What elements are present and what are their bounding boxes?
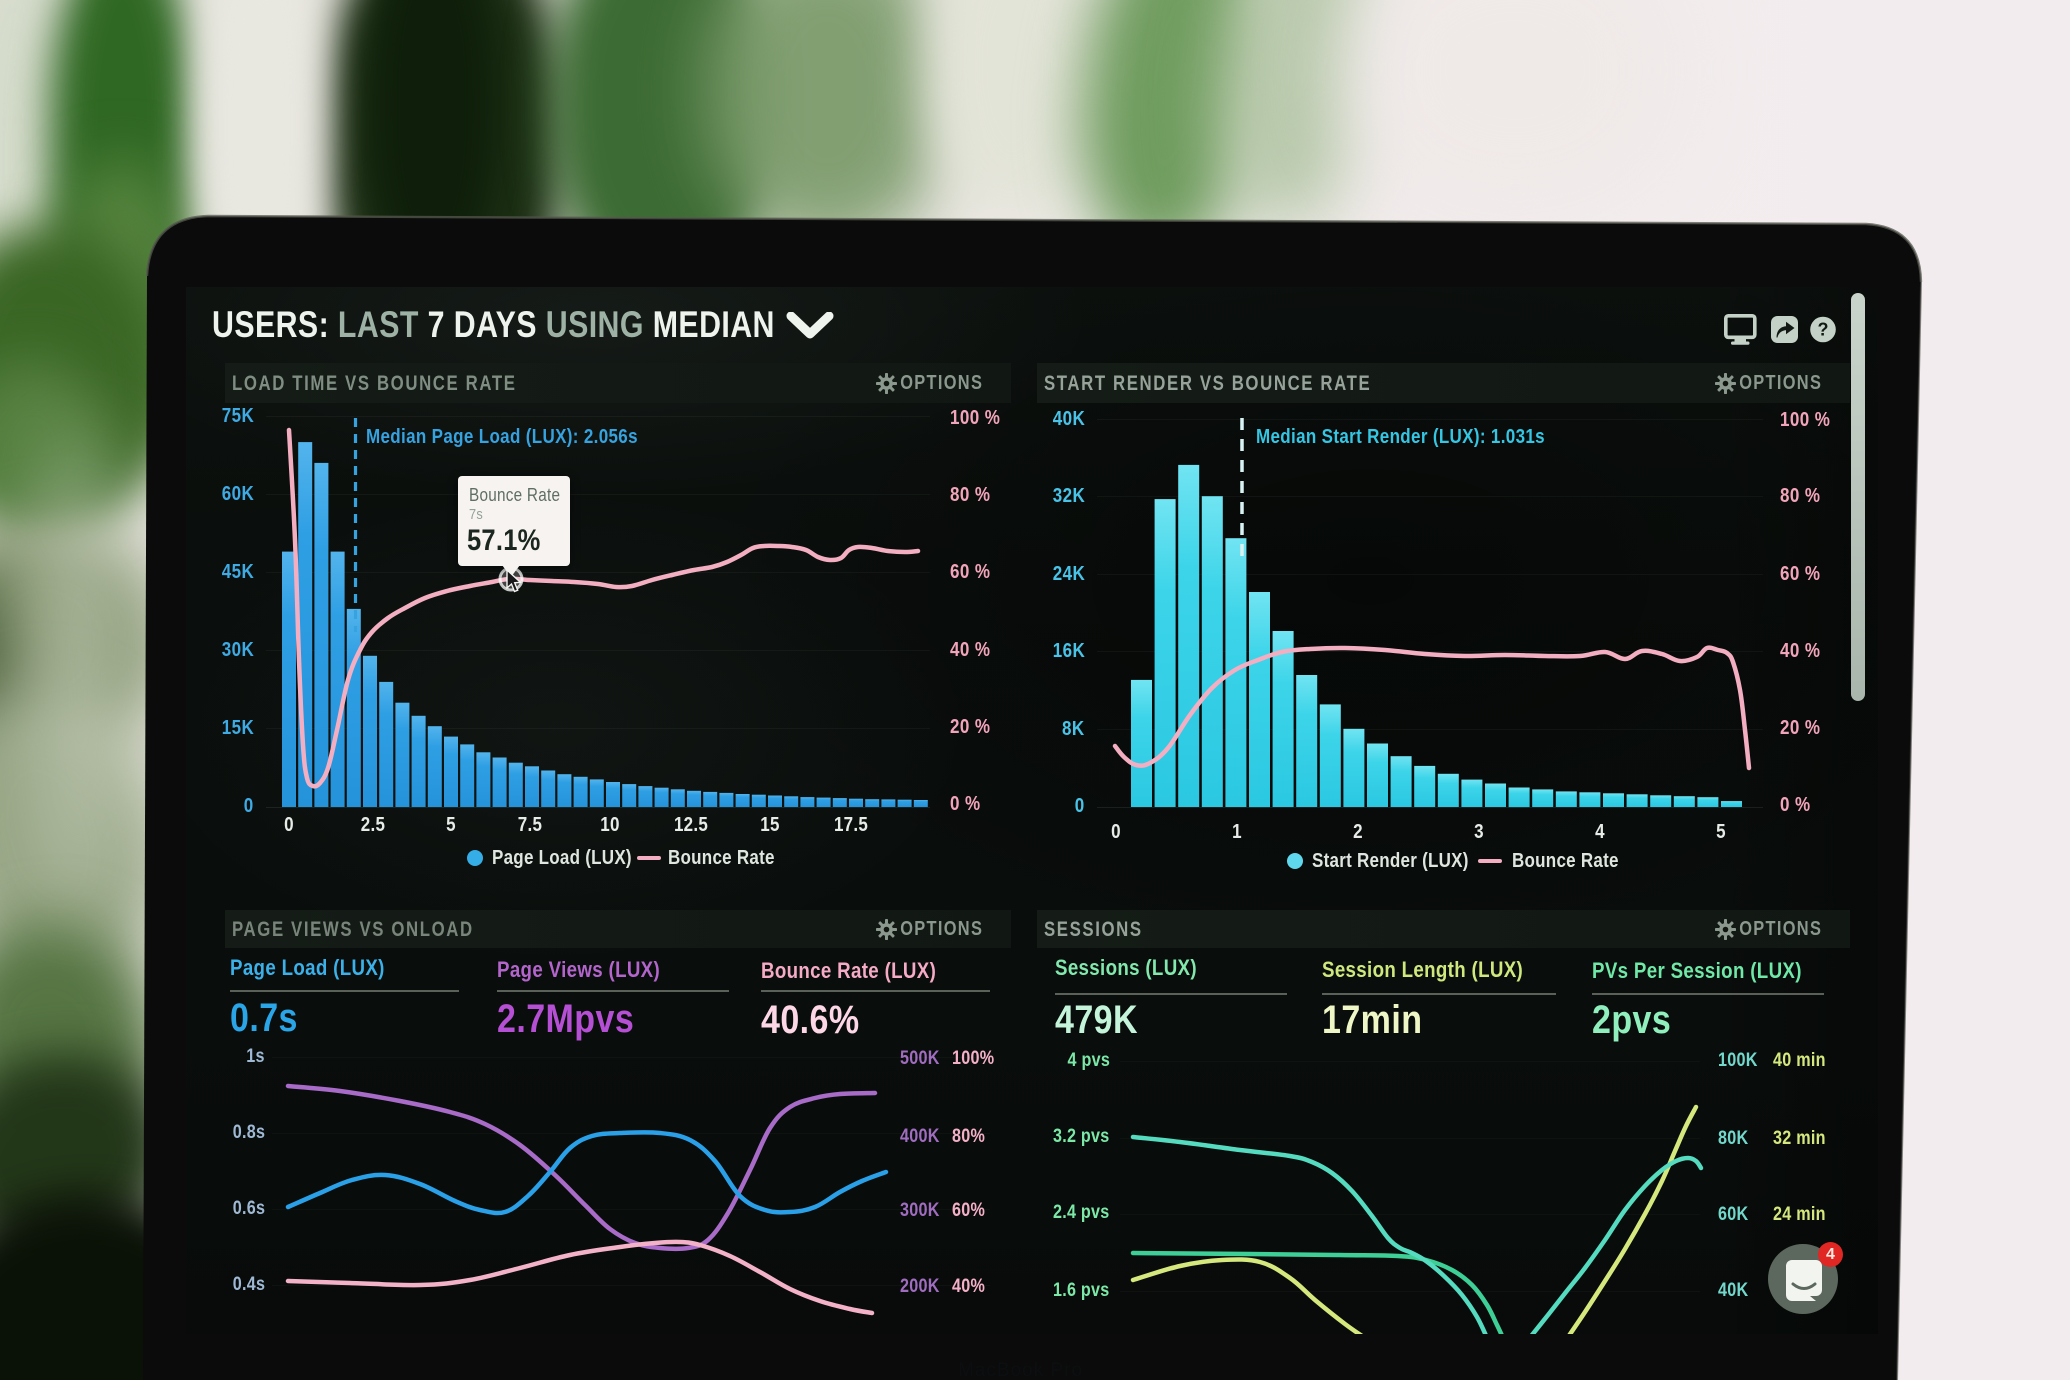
svg-text:?: ? (1818, 320, 1829, 340)
